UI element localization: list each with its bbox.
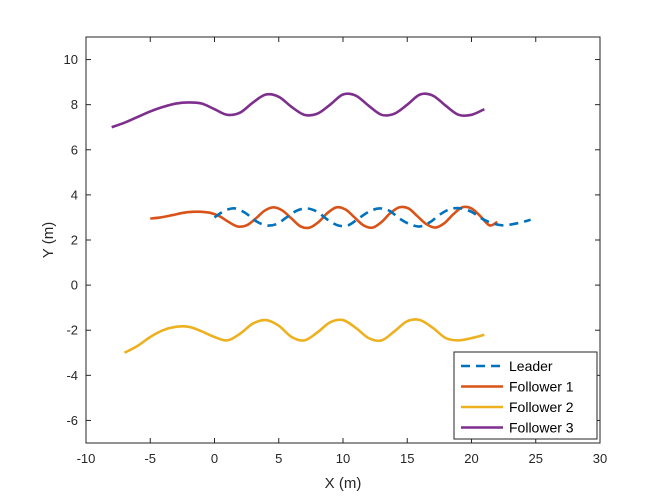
x-tick-label: 10 [336, 451, 350, 466]
x-axis-label: X (m) [325, 475, 362, 492]
x-tick-label: 15 [400, 451, 414, 466]
legend-label: Leader [509, 358, 553, 374]
legend-label: Follower 3 [509, 420, 574, 436]
x-tick-label: 0 [211, 451, 218, 466]
legend-label: Follower 2 [509, 399, 574, 415]
series-line-follower-1 [150, 205, 498, 230]
x-tick-label: 25 [529, 451, 543, 466]
x-tick-label: -5 [144, 451, 156, 466]
legend-label: Follower 1 [509, 379, 574, 395]
y-tick-label: -6 [66, 413, 78, 428]
x-tick-label: 30 [593, 451, 607, 466]
y-tick-label: 6 [71, 142, 78, 157]
y-tick-label: -4 [66, 368, 78, 383]
y-axis-ticks: -6 -4 -2 0 2 4 6 8 10 [64, 52, 600, 428]
series-line-leader [213, 206, 531, 228]
y-tick-label: 8 [71, 97, 78, 112]
y-tick-label: 2 [71, 233, 78, 248]
x-tick-label: -10 [77, 451, 96, 466]
y-tick-label: 0 [71, 278, 78, 293]
y-tick-label: -2 [66, 323, 78, 338]
y-tick-label: 10 [64, 52, 78, 67]
series-line-follower-3 [111, 92, 485, 129]
y-axis-label: Y (m) [40, 222, 57, 258]
series-layer [111, 92, 531, 354]
y-tick-label: 4 [71, 187, 78, 202]
legend: Leader Follower 1 Follower 2 Follower 3 [453, 351, 598, 440]
x-tick-label: 5 [275, 451, 282, 466]
x-axis-ticks: -10 -5 0 5 10 15 20 25 30 [77, 37, 607, 466]
series-line-follower-2 [123, 318, 485, 354]
x-tick-label: 20 [464, 451, 478, 466]
